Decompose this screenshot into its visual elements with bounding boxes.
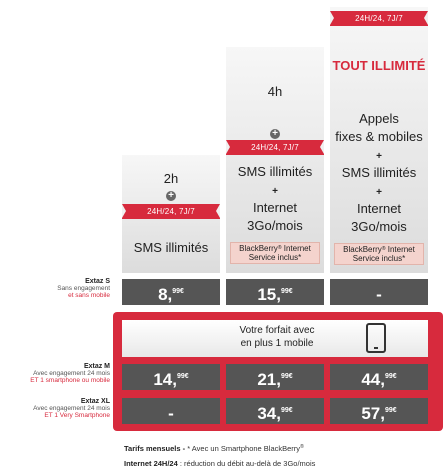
footer-trademark: ®	[300, 444, 304, 450]
plan-feature-calls-2: fixes & mobiles	[335, 129, 423, 144]
price-extaz-m-2h[interactable]: 14,99€	[122, 364, 220, 390]
blackberry-service-box: BlackBerry® Internet Service inclus*	[230, 242, 320, 264]
bb-included: Service inclus*	[352, 254, 406, 263]
row-subtitle-accent: ET 1 smartphone ou mobile	[30, 377, 110, 384]
row-label-extaz-m: Extaz M Avec engagement 24 mois ET 1 sma…	[4, 363, 110, 384]
plan-feature: SMS illimités	[133, 240, 209, 255]
price-extaz-xl-unlimited[interactable]: 57,99€	[330, 398, 428, 424]
blackberry-service-box: BlackBerry® Internet Service inclus*	[334, 243, 424, 265]
bb-label: BlackBerry	[343, 245, 382, 254]
footer-bold: Internet 24H/24	[124, 459, 178, 468]
row-title: Extaz S	[85, 278, 110, 285]
price-extaz-s-2h[interactable]: 8,99€	[122, 279, 220, 305]
banner-text: Votre forfait avec en plus 1 mobile	[222, 324, 332, 350]
footer-text: : réduction du débit au-delà de 3Go/mois	[177, 459, 316, 468]
availability-ribbon: 24H/24, 7J/7	[226, 140, 324, 155]
plus-separator: +	[272, 186, 278, 197]
price-value: 57,	[361, 404, 385, 423]
price-value: 8,	[158, 285, 173, 304]
smartphone-icon	[366, 323, 386, 353]
price-cents: 99€	[384, 407, 397, 414]
plan-feature-calls: Appels	[359, 111, 399, 126]
bb-trademark: ®	[277, 245, 282, 251]
plan-headline: TOUT ILLIMITÉ	[332, 58, 426, 73]
plan-feature-sms: SMS illimités	[341, 165, 417, 180]
price-extaz-s-4h[interactable]: 15,99€	[226, 279, 324, 305]
footer-bold: Tarifs mensuels -	[124, 444, 188, 453]
row-title: Extaz XL	[80, 398, 110, 405]
availability-ribbon: 24H/24, 7J/7	[122, 204, 220, 219]
row-label-extaz-s: Extaz S Sans engagement et sans mobile	[4, 278, 110, 299]
plan-duration: 2h	[163, 171, 179, 186]
footer-text: * Avec un Smartphone BlackBerry	[187, 444, 301, 453]
row-subtitle: Avec engagement 24 mois	[33, 370, 110, 377]
price-extaz-s-unlimited: -	[330, 279, 428, 305]
row-title: Extaz M	[83, 363, 110, 370]
plan-column-2h: 2h + 24H/24, 7J/7 SMS illimités	[122, 155, 220, 273]
plan-column-unlimited: 24H/24, 7J/7 TOUT ILLIMITÉ Appels fixes …	[330, 7, 428, 273]
plus-icon: +	[166, 191, 176, 201]
bb-trademark: ®	[381, 246, 386, 252]
price-cents: 99€	[280, 373, 293, 380]
row-subtitle-accent: et sans mobile	[68, 292, 110, 299]
availability-ribbon: 24H/24, 7J/7	[330, 11, 428, 26]
mobile-offer-banner: Votre forfait avec en plus 1 mobile	[122, 320, 428, 357]
price-cents: 99€	[176, 373, 189, 380]
footer-note-internet: Internet 24H/24 : réduction du débit au-…	[124, 459, 315, 468]
plan-feature-internet: Internet	[356, 201, 402, 216]
banner-line: Votre forfait avec	[239, 325, 315, 336]
plan-feature-internet: Internet	[252, 200, 298, 215]
price-value: -	[376, 285, 382, 304]
price-value: 21,	[257, 370, 281, 389]
plan-column-4h: 4h + 24H/24, 7J/7 SMS illimités + Intern…	[226, 47, 324, 273]
price-extaz-xl-2h: -	[122, 398, 220, 424]
row-label-extaz-xl: Extaz XL Avec engagement 24 mois ET 1 Ve…	[4, 398, 110, 419]
plan-feature-sms: SMS illimités	[237, 164, 313, 179]
price-extaz-m-4h[interactable]: 21,99€	[226, 364, 324, 390]
footer-note-tariffs: Tarifs mensuels - * Avec un Smartphone B…	[124, 444, 304, 453]
banner-line: en plus 1 mobile	[240, 338, 314, 349]
price-cents: 99€	[280, 288, 293, 295]
row-subtitle-accent: ET 1 Very Smartphone	[44, 412, 110, 419]
plus-separator: +	[376, 187, 382, 198]
plan-duration: 4h	[267, 84, 283, 99]
plan-feature-data: 3Go/mois	[247, 218, 303, 233]
bb-label: BlackBerry	[239, 244, 278, 253]
plus-icon: +	[270, 129, 280, 139]
price-value: 14,	[153, 370, 177, 389]
plus-separator: +	[376, 151, 382, 162]
price-value: 34,	[257, 404, 281, 423]
bb-label-rest: Internet	[281, 244, 311, 253]
price-value: 44,	[361, 370, 385, 389]
bb-label-rest: Internet	[385, 245, 415, 254]
price-value: 15,	[257, 285, 281, 304]
price-cents: 99€	[384, 373, 397, 380]
price-extaz-xl-4h[interactable]: 34,99€	[226, 398, 324, 424]
row-subtitle: Avec engagement 24 mois	[33, 405, 110, 412]
price-cents: 99€	[172, 288, 184, 295]
bb-included: Service inclus*	[248, 253, 302, 262]
price-cents: 99€	[280, 407, 293, 414]
row-subtitle: Sans engagement	[57, 285, 110, 292]
price-value: -	[168, 404, 174, 423]
plan-feature-data: 3Go/mois	[351, 219, 407, 234]
price-extaz-m-unlimited[interactable]: 44,99€	[330, 364, 428, 390]
